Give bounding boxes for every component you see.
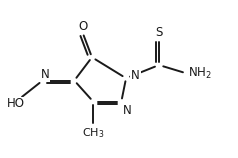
Text: S: S <box>155 26 163 39</box>
Text: O: O <box>78 20 87 33</box>
Text: NH$_2$: NH$_2$ <box>188 66 212 81</box>
Text: CH$_3$: CH$_3$ <box>82 126 104 140</box>
Text: N: N <box>40 68 49 81</box>
Text: N: N <box>131 69 140 82</box>
Text: HO: HO <box>6 97 25 110</box>
Text: N: N <box>123 103 132 117</box>
